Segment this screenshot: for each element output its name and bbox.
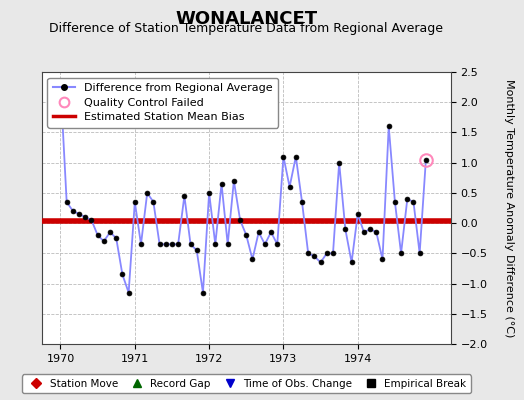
Text: WONALANCET: WONALANCET — [175, 10, 318, 28]
Legend: Difference from Regional Average, Quality Control Failed, Estimated Station Mean: Difference from Regional Average, Qualit… — [48, 78, 278, 128]
Y-axis label: Monthly Temperature Anomaly Difference (°C): Monthly Temperature Anomaly Difference (… — [504, 79, 514, 337]
Text: Berkeley Earth: Berkeley Earth — [368, 384, 451, 394]
Legend: Station Move, Record Gap, Time of Obs. Change, Empirical Break: Station Move, Record Gap, Time of Obs. C… — [22, 374, 471, 393]
Text: Difference of Station Temperature Data from Regional Average: Difference of Station Temperature Data f… — [49, 22, 443, 35]
